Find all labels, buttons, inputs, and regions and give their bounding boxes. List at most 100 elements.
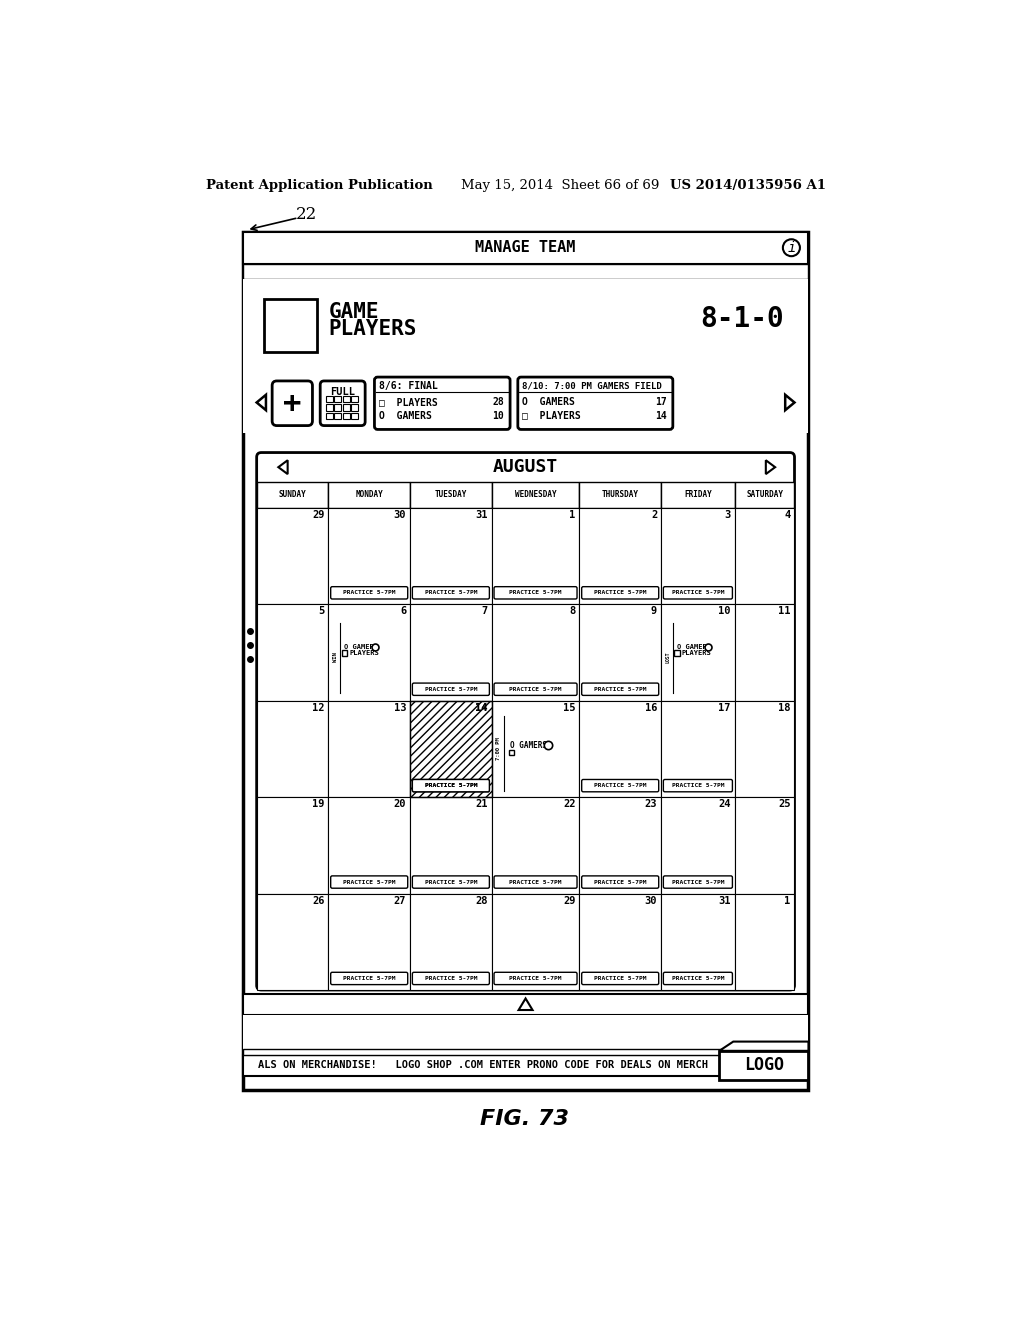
Text: LOGO: LOGO: [743, 1056, 784, 1074]
Bar: [243, 1055, 809, 1076]
Text: WIN: WIN: [333, 652, 338, 663]
Bar: [243, 231, 809, 264]
Bar: [410, 508, 492, 605]
Bar: [719, 1051, 809, 1080]
Text: SATURDAY: SATURDAY: [746, 491, 783, 499]
Text: PRACTICE 5-7PM: PRACTICE 5-7PM: [425, 975, 477, 981]
Text: 2: 2: [651, 510, 657, 520]
Bar: [257, 797, 329, 894]
Bar: [580, 797, 662, 894]
Text: 12: 12: [312, 702, 325, 713]
Text: 28: 28: [493, 397, 504, 408]
Bar: [257, 605, 329, 701]
Bar: [243, 994, 809, 1015]
Text: 30: 30: [393, 510, 407, 520]
Bar: [662, 894, 735, 990]
Bar: [326, 413, 333, 420]
Text: PRACTICE 5-7PM: PRACTICE 5-7PM: [425, 686, 477, 692]
Text: 27: 27: [393, 895, 407, 906]
Bar: [662, 605, 735, 701]
FancyBboxPatch shape: [582, 586, 658, 599]
Text: PLAYERS: PLAYERS: [329, 319, 417, 339]
FancyBboxPatch shape: [582, 682, 658, 696]
FancyBboxPatch shape: [413, 780, 489, 792]
Text: PRACTICE 5-7PM: PRACTICE 5-7PM: [509, 590, 562, 595]
Bar: [351, 404, 358, 411]
Text: 17: 17: [655, 397, 667, 408]
Polygon shape: [279, 461, 288, 474]
Text: 5: 5: [318, 606, 325, 616]
Bar: [662, 508, 735, 605]
Text: THURSDAY: THURSDAY: [602, 491, 639, 499]
FancyBboxPatch shape: [331, 876, 408, 888]
Text: 11: 11: [778, 606, 791, 616]
Bar: [492, 482, 580, 508]
FancyBboxPatch shape: [321, 381, 366, 425]
Text: 3: 3: [725, 510, 731, 520]
Text: 16: 16: [645, 702, 657, 713]
FancyBboxPatch shape: [494, 682, 578, 696]
Text: AUGUST: AUGUST: [493, 458, 558, 477]
Text: PRACTICE 5-7PM: PRACTICE 5-7PM: [594, 975, 646, 981]
FancyBboxPatch shape: [664, 876, 732, 888]
FancyBboxPatch shape: [494, 586, 578, 599]
Text: 31: 31: [475, 510, 487, 520]
Bar: [410, 605, 492, 701]
FancyBboxPatch shape: [518, 378, 673, 429]
FancyBboxPatch shape: [413, 780, 489, 792]
FancyBboxPatch shape: [664, 973, 732, 985]
Text: Patent Application Publication: Patent Application Publication: [206, 178, 432, 191]
FancyBboxPatch shape: [413, 973, 489, 985]
Text: US 2014/0135956 A1: US 2014/0135956 A1: [671, 178, 826, 191]
Text: 10: 10: [493, 411, 504, 421]
Bar: [257, 894, 329, 990]
Text: 22: 22: [296, 206, 316, 223]
Text: PRACTICE 5-7PM: PRACTICE 5-7PM: [425, 783, 477, 788]
Text: 8/6: FINAL: 8/6: FINAL: [379, 380, 438, 391]
Text: May 15, 2014  Sheet 66 of 69: May 15, 2014 Sheet 66 of 69: [461, 178, 659, 191]
Text: i: i: [787, 240, 796, 255]
Text: LOST: LOST: [666, 652, 671, 663]
Text: PRACTICE 5-7PM: PRACTICE 5-7PM: [343, 879, 395, 884]
Text: SUNDAY: SUNDAY: [279, 491, 306, 499]
Text: PRACTICE 5-7PM: PRACTICE 5-7PM: [343, 590, 395, 595]
Bar: [243, 280, 809, 372]
Text: 25: 25: [778, 799, 791, 809]
Text: 7: 7: [481, 606, 487, 616]
Bar: [662, 797, 735, 894]
Text: TUESDAY: TUESDAY: [434, 491, 467, 499]
Bar: [257, 482, 329, 508]
Bar: [343, 396, 349, 403]
Bar: [326, 396, 333, 403]
Bar: [509, 750, 514, 755]
Bar: [329, 894, 410, 990]
Text: PRACTICE 5-7PM: PRACTICE 5-7PM: [509, 686, 562, 692]
FancyBboxPatch shape: [582, 973, 658, 985]
Text: FIG. 73: FIG. 73: [480, 1109, 569, 1130]
Bar: [343, 413, 349, 420]
Text: +: +: [283, 389, 301, 417]
Bar: [257, 701, 329, 797]
Text: PRACTICE 5-7PM: PRACTICE 5-7PM: [594, 879, 646, 884]
Bar: [351, 396, 358, 403]
Bar: [329, 482, 410, 508]
Text: WEDNESDAY: WEDNESDAY: [515, 491, 556, 499]
Bar: [351, 413, 358, 420]
Text: PRACTICE 5-7PM: PRACTICE 5-7PM: [509, 879, 562, 884]
Text: 6: 6: [400, 606, 407, 616]
Text: 22: 22: [563, 799, 575, 809]
FancyBboxPatch shape: [664, 586, 732, 599]
Bar: [735, 605, 795, 701]
Text: O GAMERS: O GAMERS: [510, 741, 547, 750]
Text: □  PLAYERS: □ PLAYERS: [379, 397, 438, 408]
Text: GAME: GAME: [329, 302, 379, 322]
Text: 21: 21: [475, 799, 487, 809]
Text: □  PLAYERS: □ PLAYERS: [522, 411, 582, 421]
Bar: [334, 413, 341, 420]
Bar: [410, 701, 492, 797]
FancyBboxPatch shape: [664, 780, 732, 792]
FancyBboxPatch shape: [582, 780, 658, 792]
Circle shape: [783, 239, 800, 256]
Bar: [580, 482, 662, 508]
Bar: [735, 797, 795, 894]
